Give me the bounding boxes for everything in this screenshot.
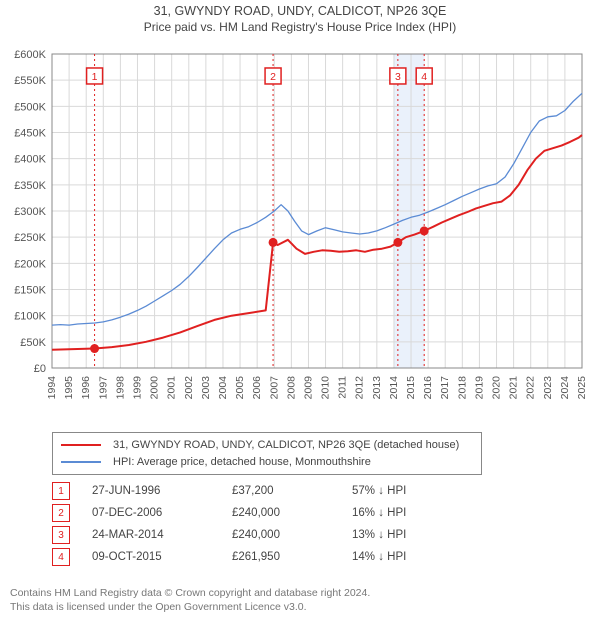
svg-text:£400K: £400K	[14, 154, 46, 166]
svg-text:£500K: £500K	[14, 101, 46, 113]
title-address: 31, GWYNDY ROAD, UNDY, CALDICOT, NP26 3Q…	[0, 4, 600, 18]
svg-text:£0: £0	[34, 363, 46, 375]
svg-text:1998: 1998	[114, 376, 126, 400]
svg-text:£350K: £350K	[14, 180, 46, 192]
svg-text:2006: 2006	[251, 376, 263, 400]
table-row: 4 09-OCT-2015 £261,950 14% ↓ HPI	[52, 546, 472, 568]
sale-marker-icon: 4	[52, 548, 70, 566]
svg-text:1997: 1997	[97, 376, 109, 400]
svg-text:£150K: £150K	[14, 285, 46, 297]
sale-marker-icon: 3	[52, 526, 70, 544]
svg-text:£50K: £50K	[20, 337, 46, 349]
svg-text:2017: 2017	[439, 376, 451, 400]
sale-price: £261,950	[232, 551, 352, 563]
svg-text:2004: 2004	[217, 376, 229, 400]
svg-text:2000: 2000	[149, 376, 161, 400]
svg-text:3: 3	[395, 71, 401, 83]
svg-text:2024: 2024	[559, 376, 571, 400]
sale-date: 24-MAR-2014	[92, 529, 232, 541]
sale-marker-icon: 2	[52, 504, 70, 522]
sale-date: 07-DEC-2006	[92, 507, 232, 519]
table-row: 3 24-MAR-2014 £240,000 13% ↓ HPI	[52, 524, 472, 546]
table-row: 2 07-DEC-2006 £240,000 16% ↓ HPI	[52, 502, 472, 524]
svg-text:1996: 1996	[80, 376, 92, 400]
svg-text:1: 1	[92, 71, 98, 83]
svg-text:2009: 2009	[302, 376, 314, 400]
legend-item: 31, GWYNDY ROAD, UNDY, CALDICOT, NP26 3Q…	[61, 437, 473, 454]
svg-text:£200K: £200K	[14, 258, 46, 270]
footer-line: This data is licensed under the Open Gov…	[10, 600, 370, 614]
sale-date: 09-OCT-2015	[92, 551, 232, 563]
svg-text:2022: 2022	[525, 376, 537, 400]
line-chart: £0£50K£100K£150K£200K£250K£300K£350K£400…	[52, 46, 582, 406]
svg-text:2014: 2014	[388, 376, 400, 400]
sale-vs-hpi: 16% ↓ HPI	[352, 507, 472, 519]
sales-table: 1 27-JUN-1996 £37,200 57% ↓ HPI 2 07-DEC…	[52, 480, 472, 568]
legend-label: HPI: Average price, detached house, Monm…	[113, 454, 371, 471]
svg-text:£450K: £450K	[14, 128, 46, 140]
svg-text:2: 2	[270, 71, 276, 83]
sale-vs-hpi: 14% ↓ HPI	[352, 551, 472, 563]
svg-text:2019: 2019	[473, 376, 485, 400]
svg-text:2011: 2011	[337, 376, 349, 399]
footer-line: Contains HM Land Registry data © Crown c…	[10, 586, 370, 600]
svg-text:2008: 2008	[285, 376, 297, 400]
sale-price: £240,000	[232, 507, 352, 519]
svg-text:1994: 1994	[46, 376, 58, 400]
attribution-footer: Contains HM Land Registry data © Crown c…	[10, 586, 370, 614]
svg-text:2025: 2025	[576, 376, 588, 400]
sale-price: £37,200	[232, 485, 352, 497]
svg-text:2018: 2018	[456, 376, 468, 400]
sale-price: £240,000	[232, 529, 352, 541]
title-subtitle: Price paid vs. HM Land Registry's House …	[0, 20, 600, 34]
svg-text:£100K: £100K	[14, 311, 46, 323]
svg-text:2023: 2023	[542, 376, 554, 400]
legend-swatch	[61, 444, 101, 446]
sale-date: 27-JUN-1996	[92, 485, 232, 497]
legend-item: HPI: Average price, detached house, Monm…	[61, 454, 473, 471]
svg-text:2020: 2020	[491, 376, 503, 400]
svg-text:£300K: £300K	[14, 206, 46, 218]
svg-text:2001: 2001	[166, 376, 178, 400]
table-row: 1 27-JUN-1996 £37,200 57% ↓ HPI	[52, 480, 472, 502]
svg-text:£600K: £600K	[14, 49, 46, 61]
chart-container: { "title_line1": "31, GWYNDY ROAD, UNDY,…	[0, 0, 600, 620]
legend-swatch	[61, 461, 101, 463]
titles: 31, GWYNDY ROAD, UNDY, CALDICOT, NP26 3Q…	[0, 0, 600, 34]
svg-text:£250K: £250K	[14, 232, 46, 244]
sale-marker-icon: 1	[52, 482, 70, 500]
sale-vs-hpi: 13% ↓ HPI	[352, 529, 472, 541]
svg-text:1995: 1995	[63, 376, 75, 400]
sale-vs-hpi: 57% ↓ HPI	[352, 485, 472, 497]
svg-text:2007: 2007	[268, 376, 280, 400]
svg-text:2016: 2016	[422, 376, 434, 400]
svg-text:2010: 2010	[320, 376, 332, 400]
legend-label: 31, GWYNDY ROAD, UNDY, CALDICOT, NP26 3Q…	[113, 437, 459, 454]
svg-text:2012: 2012	[354, 376, 366, 400]
svg-text:£550K: £550K	[14, 75, 46, 87]
svg-text:1999: 1999	[131, 376, 143, 400]
legend: 31, GWYNDY ROAD, UNDY, CALDICOT, NP26 3Q…	[52, 432, 482, 475]
svg-text:4: 4	[421, 71, 427, 83]
svg-text:2002: 2002	[183, 376, 195, 400]
svg-text:2013: 2013	[371, 376, 383, 400]
svg-text:2015: 2015	[405, 376, 417, 400]
svg-text:2021: 2021	[508, 376, 520, 400]
svg-text:2005: 2005	[234, 376, 246, 400]
svg-text:2003: 2003	[200, 376, 212, 400]
